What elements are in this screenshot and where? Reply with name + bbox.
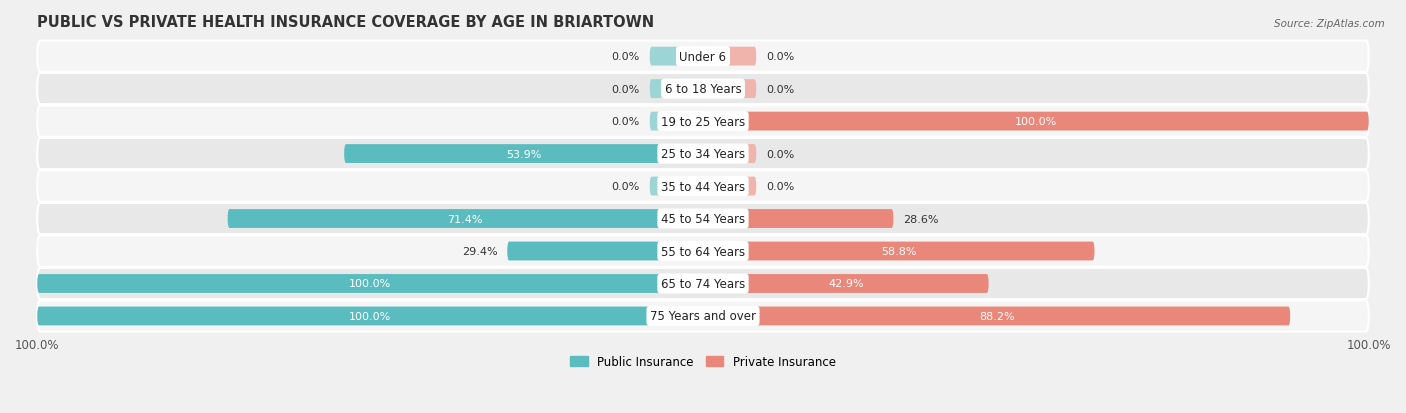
FancyBboxPatch shape	[37, 307, 703, 325]
Text: PUBLIC VS PRIVATE HEALTH INSURANCE COVERAGE BY AGE IN BRIARTOWN: PUBLIC VS PRIVATE HEALTH INSURANCE COVER…	[37, 15, 654, 30]
FancyBboxPatch shape	[703, 80, 756, 99]
Text: 0.0%: 0.0%	[612, 117, 640, 127]
FancyBboxPatch shape	[37, 74, 1369, 105]
FancyBboxPatch shape	[37, 236, 1369, 267]
FancyBboxPatch shape	[650, 177, 703, 196]
Text: 0.0%: 0.0%	[612, 182, 640, 192]
FancyBboxPatch shape	[37, 301, 1369, 332]
FancyBboxPatch shape	[37, 274, 703, 293]
FancyBboxPatch shape	[703, 209, 893, 228]
Text: 100.0%: 100.0%	[349, 311, 391, 321]
Text: 53.9%: 53.9%	[506, 149, 541, 159]
Text: 28.6%: 28.6%	[904, 214, 939, 224]
Text: 100.0%: 100.0%	[349, 279, 391, 289]
FancyBboxPatch shape	[650, 112, 703, 131]
Text: 0.0%: 0.0%	[766, 52, 794, 62]
Text: 0.0%: 0.0%	[612, 84, 640, 95]
FancyBboxPatch shape	[37, 268, 1369, 299]
FancyBboxPatch shape	[37, 171, 1369, 202]
FancyBboxPatch shape	[650, 47, 703, 66]
FancyBboxPatch shape	[508, 242, 703, 261]
Text: 88.2%: 88.2%	[979, 311, 1014, 321]
Text: 42.9%: 42.9%	[828, 279, 863, 289]
FancyBboxPatch shape	[703, 242, 1094, 261]
Text: 19 to 25 Years: 19 to 25 Years	[661, 115, 745, 128]
FancyBboxPatch shape	[703, 47, 756, 66]
Text: 45 to 54 Years: 45 to 54 Years	[661, 213, 745, 225]
Text: 6 to 18 Years: 6 to 18 Years	[665, 83, 741, 96]
FancyBboxPatch shape	[344, 145, 703, 164]
FancyBboxPatch shape	[228, 209, 703, 228]
Text: 75 Years and over: 75 Years and over	[650, 310, 756, 323]
Text: 58.8%: 58.8%	[882, 247, 917, 256]
FancyBboxPatch shape	[703, 274, 988, 293]
FancyBboxPatch shape	[37, 106, 1369, 138]
Text: 71.4%: 71.4%	[447, 214, 484, 224]
Text: 55 to 64 Years: 55 to 64 Years	[661, 245, 745, 258]
Text: 35 to 44 Years: 35 to 44 Years	[661, 180, 745, 193]
Text: 0.0%: 0.0%	[612, 52, 640, 62]
FancyBboxPatch shape	[37, 41, 1369, 73]
Legend: Public Insurance, Private Insurance: Public Insurance, Private Insurance	[565, 351, 841, 373]
FancyBboxPatch shape	[703, 177, 756, 196]
Text: 0.0%: 0.0%	[766, 182, 794, 192]
FancyBboxPatch shape	[650, 80, 703, 99]
Text: 65 to 74 Years: 65 to 74 Years	[661, 277, 745, 290]
Text: 0.0%: 0.0%	[766, 84, 794, 95]
FancyBboxPatch shape	[703, 145, 756, 164]
FancyBboxPatch shape	[37, 139, 1369, 170]
Text: 0.0%: 0.0%	[766, 149, 794, 159]
Text: Under 6: Under 6	[679, 50, 727, 64]
FancyBboxPatch shape	[703, 307, 1291, 325]
FancyBboxPatch shape	[703, 112, 1369, 131]
Text: Source: ZipAtlas.com: Source: ZipAtlas.com	[1274, 19, 1385, 28]
FancyBboxPatch shape	[37, 204, 1369, 235]
Text: 25 to 34 Years: 25 to 34 Years	[661, 148, 745, 161]
Text: 100.0%: 100.0%	[1015, 117, 1057, 127]
Text: 29.4%: 29.4%	[461, 247, 498, 256]
